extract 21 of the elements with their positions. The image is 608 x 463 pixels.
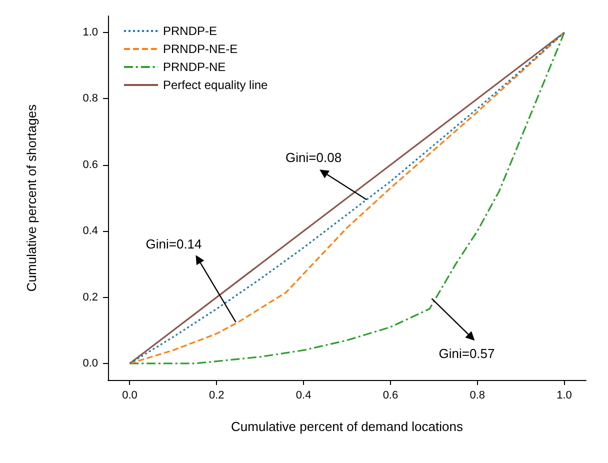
x-tick-label: 0.4: [296, 390, 312, 402]
annotation: Gini=0.57: [438, 346, 495, 362]
annotation: Gini=0.14: [146, 236, 202, 252]
x-tick-label: 0.0: [122, 390, 138, 402]
y-tick-label: 0.6: [82, 158, 98, 171]
legend-label: PRNDP-NE: [163, 60, 226, 74]
y-tick-label: 0.2: [82, 291, 98, 304]
y-tick-label: 0.0: [82, 357, 98, 370]
x-tick-label: 0.6: [382, 390, 398, 402]
legend-label: Perfect equality line: [163, 78, 268, 92]
legend-label: PRNDP-NE-E: [163, 42, 238, 56]
x-tick-label: 0.2: [208, 390, 224, 402]
annotation: Gini=0.08: [286, 150, 342, 166]
x-axis-title: Cumulative percent of demand locations: [231, 419, 464, 434]
y-tick-label: 1.0: [82, 26, 98, 39]
legend-label: PRNDP-E: [163, 24, 218, 38]
y-tick-label: 0.8: [82, 92, 98, 105]
y-tick-label: 0.4: [82, 225, 98, 238]
x-tick-label: 1.0: [556, 390, 572, 402]
y-axis-title: Cumulative percent of shortages: [24, 104, 39, 292]
x-tick-label: 0.8: [470, 390, 486, 402]
